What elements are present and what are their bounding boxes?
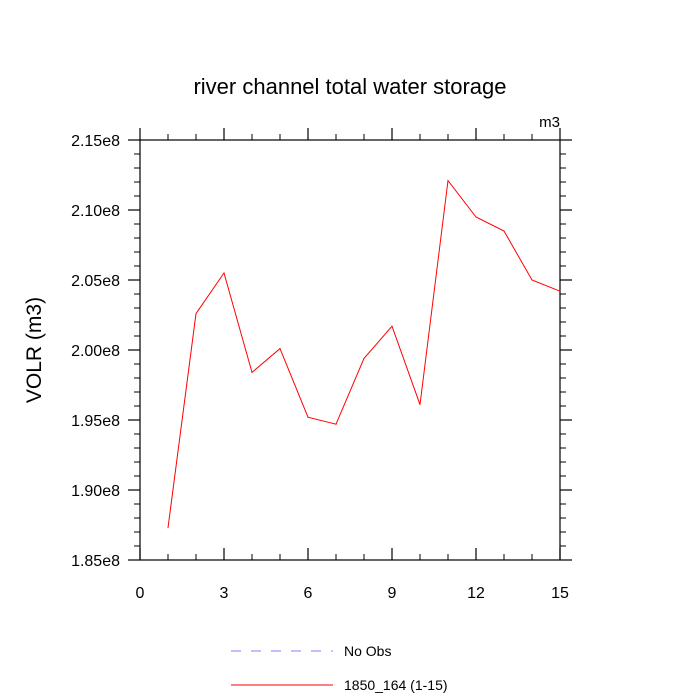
x-tick-label: 12 <box>467 585 485 602</box>
data-point <box>251 371 253 373</box>
data-point <box>419 404 421 406</box>
data-point <box>223 272 225 274</box>
data-point <box>447 180 449 182</box>
data-point <box>475 216 477 218</box>
x-tick-label: 0 <box>136 585 145 602</box>
series-layer <box>167 179 561 529</box>
axis-ticks <box>128 128 572 561</box>
y-axis-label: VOLR (m3) <box>23 297 46 403</box>
data-point <box>279 348 281 350</box>
units-label: m3 <box>539 114 560 131</box>
y-tick-label: 2.05e8 <box>71 273 120 290</box>
data-point <box>167 527 169 529</box>
data-point <box>195 313 197 315</box>
plot-frame <box>139 139 561 561</box>
data-point <box>559 290 561 292</box>
y-tick-label: 2.10e8 <box>71 203 120 220</box>
chart-title: river channel total water storage <box>193 74 506 99</box>
data-point <box>363 357 365 359</box>
data-point <box>391 325 393 327</box>
y-tick-label: 2.00e8 <box>71 343 120 360</box>
data-point <box>503 230 505 232</box>
y-tick-label: 1.95e8 <box>71 413 120 430</box>
data-point <box>531 279 533 281</box>
data-point <box>335 423 337 425</box>
x-tick-label: 3 <box>220 585 229 602</box>
legend: No Obs 1850_164 (1-15) <box>231 643 448 693</box>
y-tick-label: 1.90e8 <box>71 483 120 500</box>
x-tick-label: 15 <box>551 585 569 602</box>
y-tick-label: 2.15e8 <box>71 133 120 150</box>
y-tick-label: 1.85e8 <box>71 553 120 570</box>
legend-label-1: 1850_164 (1-15) <box>344 677 448 693</box>
data-point <box>307 416 309 418</box>
legend-label-0: No Obs <box>344 643 391 659</box>
axis-tick-labels: 0 3 6 9 12 15 1.85e8 1.90e8 1.95e8 2.00e8 2.05e8 2.… <box>71 133 569 602</box>
x-tick-label: 6 <box>304 585 313 602</box>
x-tick-label: 9 <box>388 585 397 602</box>
series-line-0 <box>167 179 561 528</box>
